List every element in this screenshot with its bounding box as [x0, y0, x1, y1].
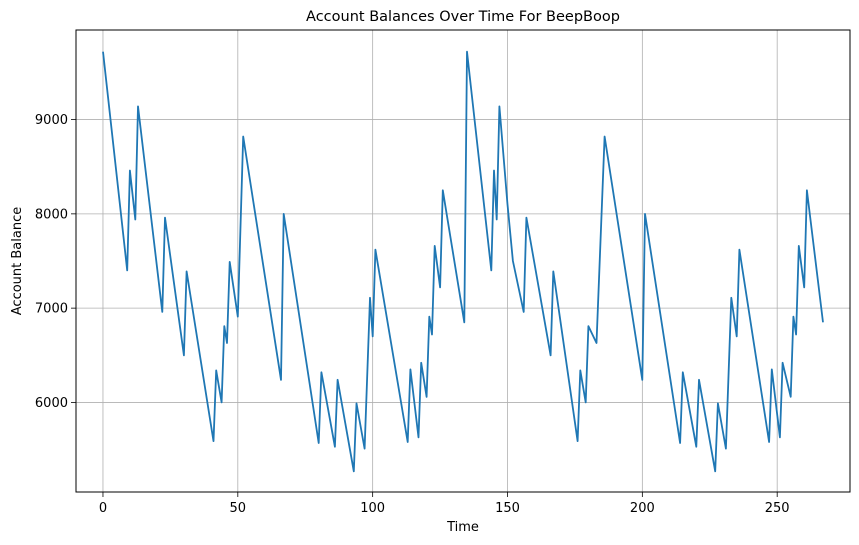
plot-frame	[75, 29, 851, 493]
y-tick-label: 7000	[35, 302, 68, 317]
x-tick-label: 150	[495, 501, 520, 516]
y-axis-label: Account Balance	[10, 207, 25, 315]
x-tick-label: 0	[99, 501, 107, 516]
x-axis-label: Time	[446, 520, 479, 535]
y-tick-label: 8000	[35, 207, 68, 222]
axis-ticks: 0 50 100 150 200 250 6000 7000 8000 9000	[35, 113, 790, 516]
x-tick-label: 50	[230, 501, 247, 516]
x-tick-label: 200	[630, 501, 655, 516]
chart-title: Account Balances Over Time For BeepBoop	[306, 9, 620, 25]
x-tick-label: 100	[360, 501, 385, 516]
series-line-group	[102, 50, 824, 473]
x-tick-label: 250	[765, 501, 790, 516]
y-tick-label: 9000	[35, 113, 68, 128]
grid-lines	[76, 30, 850, 492]
y-tick-label: 6000	[35, 396, 68, 411]
series-line	[102, 50, 824, 473]
